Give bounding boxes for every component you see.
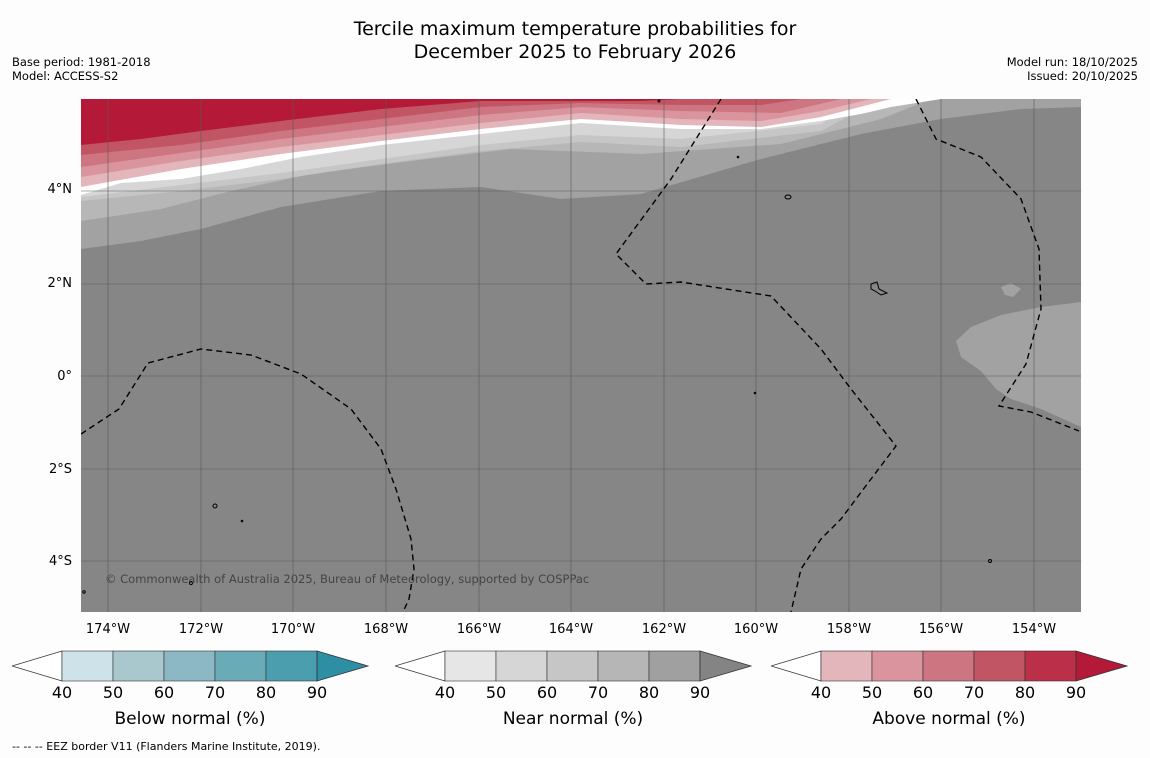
lon-label-164w: 164°W (548, 622, 594, 637)
island-2 (870, 281, 889, 296)
cb-near-50-60 (495, 650, 548, 682)
island-7 (657, 99, 661, 103)
cb-above-tick-80: 80 (1014, 683, 1036, 702)
cb-above-under (771, 650, 822, 682)
cb-near-60-70 (546, 650, 599, 682)
lat-label-4n: 4°N (47, 182, 73, 197)
cb-below-40-50 (61, 650, 114, 682)
cb-above-50-60 (871, 650, 924, 682)
lat-label-4s: 4°S (48, 554, 72, 569)
lon-label-166w: 166°W (456, 622, 502, 637)
left-metadata: Base period: 1981-2018 Model: ACCESS-S2 (12, 55, 151, 83)
lon-label-162w: 162°W (641, 622, 687, 637)
islands (82, 99, 992, 594)
eez-borders (81, 99, 1080, 612)
eez-border-central (615, 99, 897, 612)
eez-footnote: -- -- -- EEZ border V11 (Flanders Marine… (12, 740, 321, 753)
cb-near-tick-40: 40 (434, 683, 456, 702)
cb-above-tick-90: 90 (1065, 683, 1087, 702)
map-title: Tercile maximum temperature probabilitie… (0, 18, 1150, 64)
near-normal-80-patch-east (956, 302, 1081, 427)
copyright-notice: © Commonwealth of Australia 2025, Bureau… (105, 572, 589, 586)
lon-label-170w: 170°W (270, 622, 316, 637)
cb-below-tick-40: 40 (51, 683, 73, 702)
island-10 (736, 155, 740, 159)
colorbar-near-normal (395, 650, 752, 682)
cb-near-tick-90: 90 (689, 683, 711, 702)
cb-below-tick-80: 80 (255, 683, 277, 702)
cb-above-tick-40: 40 (810, 683, 832, 702)
cb-below-tick-70: 70 (204, 683, 226, 702)
cb-below-under (12, 650, 63, 682)
lon-label-158w: 158°W (826, 622, 872, 637)
cb-near-tick-70: 70 (587, 683, 609, 702)
cb-above-70-80 (973, 650, 1026, 682)
cb-below-60-70 (163, 650, 216, 682)
above-normal-90-band (81, 99, 681, 145)
cb-above-tick-70: 70 (963, 683, 985, 702)
cb-above-over (1075, 650, 1128, 682)
colorbar-below-normal (12, 650, 369, 682)
cb-below-over (316, 650, 369, 682)
cb-near-tick-60: 60 (536, 683, 558, 702)
cb-below-tick-50: 50 (102, 683, 124, 702)
colorbar-near-label: Near normal (%) (502, 709, 644, 729)
cb-near-tick-80: 80 (638, 683, 660, 702)
cb-near-80-90 (648, 650, 701, 682)
cb-above-60-70 (922, 650, 975, 682)
lat-label-2n: 2°N (47, 276, 73, 291)
cb-above-80-90 (1024, 650, 1077, 682)
right-metadata: Model run: 18/10/2025 Issued: 20/10/2025 (1007, 55, 1138, 83)
cb-near-70-80 (597, 650, 650, 682)
model-name: Model: ACCESS-S2 (12, 69, 119, 83)
lon-label-174w: 174°W (85, 622, 131, 637)
eez-border-west (81, 348, 415, 612)
cb-near-over (699, 650, 752, 682)
title-line-2: December 2025 to February 2026 (413, 41, 737, 63)
cb-above-tick-60: 60 (912, 683, 934, 702)
cb-below-50-60 (112, 650, 165, 682)
lon-label-172w: 172°W (178, 622, 224, 637)
island-6 (82, 590, 86, 594)
model-run: Model run: 18/10/2025 (1006, 55, 1138, 69)
probability-map: © Commonwealth of Australia 2025, Bureau… (81, 99, 1081, 612)
lon-label-154w: 154°W (1011, 622, 1057, 637)
cb-near-tick-50: 50 (485, 683, 507, 702)
lon-label-168w: 168°W (363, 622, 409, 637)
island-8 (753, 391, 757, 395)
cb-near-40-50 (444, 650, 497, 682)
island-3 (212, 503, 218, 509)
colorbar-above-normal (771, 650, 1128, 682)
eez-border-east (915, 99, 1080, 432)
cb-below-70-80 (214, 650, 267, 682)
cb-below-80-90 (265, 650, 318, 682)
title-line-1: Tercile maximum temperature probabilitie… (353, 18, 797, 40)
island-9 (240, 519, 244, 523)
issued-date: Issued: 20/10/2025 (1027, 69, 1138, 83)
cb-below-tick-90: 90 (306, 683, 328, 702)
lon-label-156w: 156°W (918, 622, 964, 637)
lat-label-2s: 2°S (48, 462, 72, 477)
base-period: Base period: 1981-2018 (12, 55, 151, 69)
colorbar-above-label: Above normal (%) (872, 709, 1026, 729)
lat-label-0: 0° (57, 369, 72, 384)
grid-lines (81, 99, 1081, 612)
near-normal-80-patch-small (1001, 283, 1021, 297)
island-1 (784, 194, 792, 200)
colorbar-below-label: Below normal (%) (114, 709, 266, 729)
cb-above-tick-50: 50 (861, 683, 883, 702)
cb-above-40-50 (820, 650, 873, 682)
cb-below-tick-60: 60 (153, 683, 175, 702)
island-5 (988, 559, 992, 563)
island-4 (188, 580, 194, 586)
lon-label-160w: 160°W (733, 622, 779, 637)
cb-near-under (395, 650, 446, 682)
